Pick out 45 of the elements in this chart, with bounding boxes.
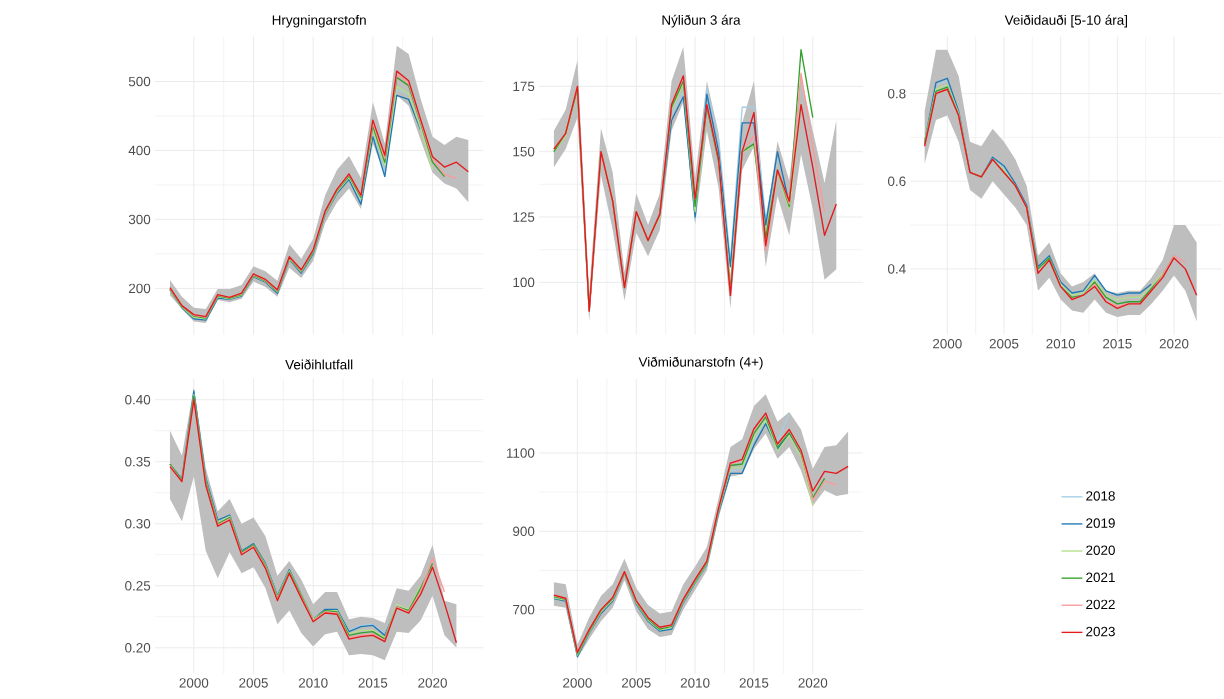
y-tick-label: 100 (513, 277, 535, 287)
y-tick-label: 0.20 (125, 642, 151, 653)
y-tick-label: 300 (128, 214, 151, 224)
y-tick-label: 0.35 (125, 456, 151, 467)
x-tick-label: 2000 (179, 677, 209, 688)
legend-label: 2022 (1086, 599, 1115, 609)
y-tick-label: 0.4 (887, 263, 906, 274)
x-tick-label: 2020 (798, 677, 828, 688)
x-tick-label: 2020 (418, 677, 447, 688)
x-tick-label: 2005 (989, 338, 1019, 349)
y-tick-label: 150 (513, 146, 535, 157)
chart-title: Veiðihlutfall (285, 359, 353, 370)
x-tick-label: 2015 (1103, 338, 1132, 349)
y-tick-label: 175 (513, 81, 535, 91)
x-tick-label: 2000 (933, 338, 962, 349)
legend-label: 2020 (1086, 545, 1115, 555)
x-tick-label: 2005 (239, 677, 268, 688)
chart-title: Hrygningarstofn (272, 14, 366, 28)
chart-title: Nýliðun 3 ára (662, 14, 741, 28)
x-tick-label: 2010 (1046, 338, 1076, 349)
y-tick-label: 700 (513, 604, 535, 615)
chart-title: Veiðidauði [5-10 ára] (1004, 14, 1128, 28)
x-tick-label: 2015 (739, 677, 769, 688)
x-tick-label: 2020 (1159, 338, 1189, 349)
x-tick-label: 2015 (358, 677, 388, 688)
legend-label: 2021 (1086, 572, 1115, 582)
legend-label: 2023 (1086, 626, 1115, 637)
y-tick-label: 0.30 (125, 518, 151, 529)
y-tick-label: 400 (128, 145, 151, 155)
x-tick-label: 2005 (621, 677, 651, 688)
chart-title: Viðmiðunarstofn (4+) (638, 356, 763, 370)
y-tick-label: 0.40 (125, 394, 151, 405)
x-tick-label: 2000 (563, 677, 592, 688)
y-tick-label: 0.6 (887, 176, 906, 186)
y-tick-label: 200 (128, 283, 151, 293)
y-tick-label: 125 (513, 212, 535, 222)
y-tick-label: 500 (128, 76, 151, 87)
legend-label: 2019 (1086, 518, 1115, 528)
y-tick-label: 1100 (506, 448, 535, 458)
x-tick-label: 2010 (298, 677, 328, 688)
legend-label: 2018 (1086, 490, 1115, 501)
x-tick-label: 2010 (680, 677, 710, 688)
y-tick-label: 0.8 (887, 88, 906, 99)
y-tick-label: 0.25 (125, 580, 151, 591)
y-tick-label: 900 (513, 526, 535, 536)
